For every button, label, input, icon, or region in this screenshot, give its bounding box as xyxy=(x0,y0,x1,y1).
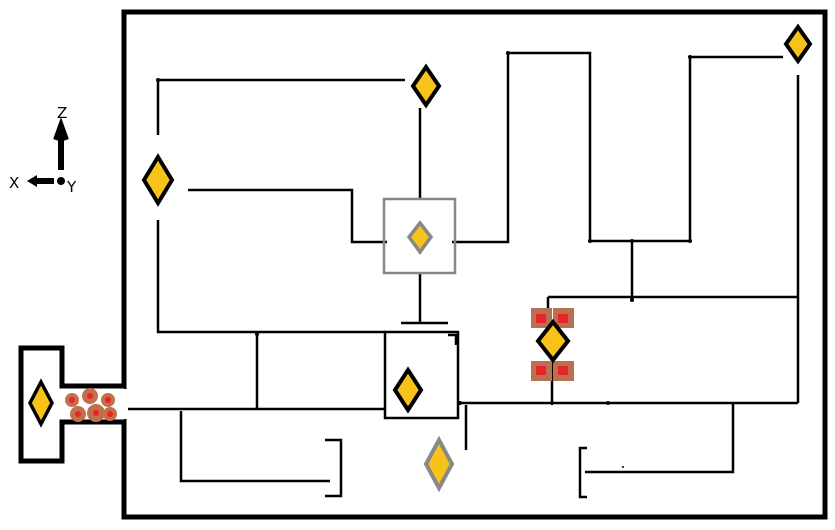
path-lines xyxy=(128,51,800,499)
machine-box xyxy=(383,330,460,420)
marker-group xyxy=(531,308,574,381)
junction-dots xyxy=(156,51,692,468)
node-top-right-icon[interactable] xyxy=(783,23,813,65)
y-axis-dot-icon xyxy=(57,177,65,185)
node-inactive-icon[interactable] xyxy=(423,435,455,493)
hazard-cluster xyxy=(65,388,117,422)
entrance-gap xyxy=(118,389,130,419)
y-axis-label: Y xyxy=(66,178,77,196)
node-machine-icon[interactable] xyxy=(392,366,424,414)
node-marker-icon[interactable] xyxy=(535,318,571,364)
room-boundary xyxy=(121,9,828,520)
z-axis-label: Z xyxy=(57,104,67,122)
node-top-icon[interactable] xyxy=(410,63,442,109)
z-axis-arrow-icon xyxy=(53,117,69,170)
node-framed-icon[interactable] xyxy=(406,220,434,255)
node-left-icon[interactable] xyxy=(141,153,175,207)
axis-indicator: Z X Y xyxy=(9,104,77,196)
x-axis-label: X xyxy=(9,174,19,192)
entrance-node-icon[interactable] xyxy=(28,378,54,428)
grey-frame xyxy=(382,197,457,275)
